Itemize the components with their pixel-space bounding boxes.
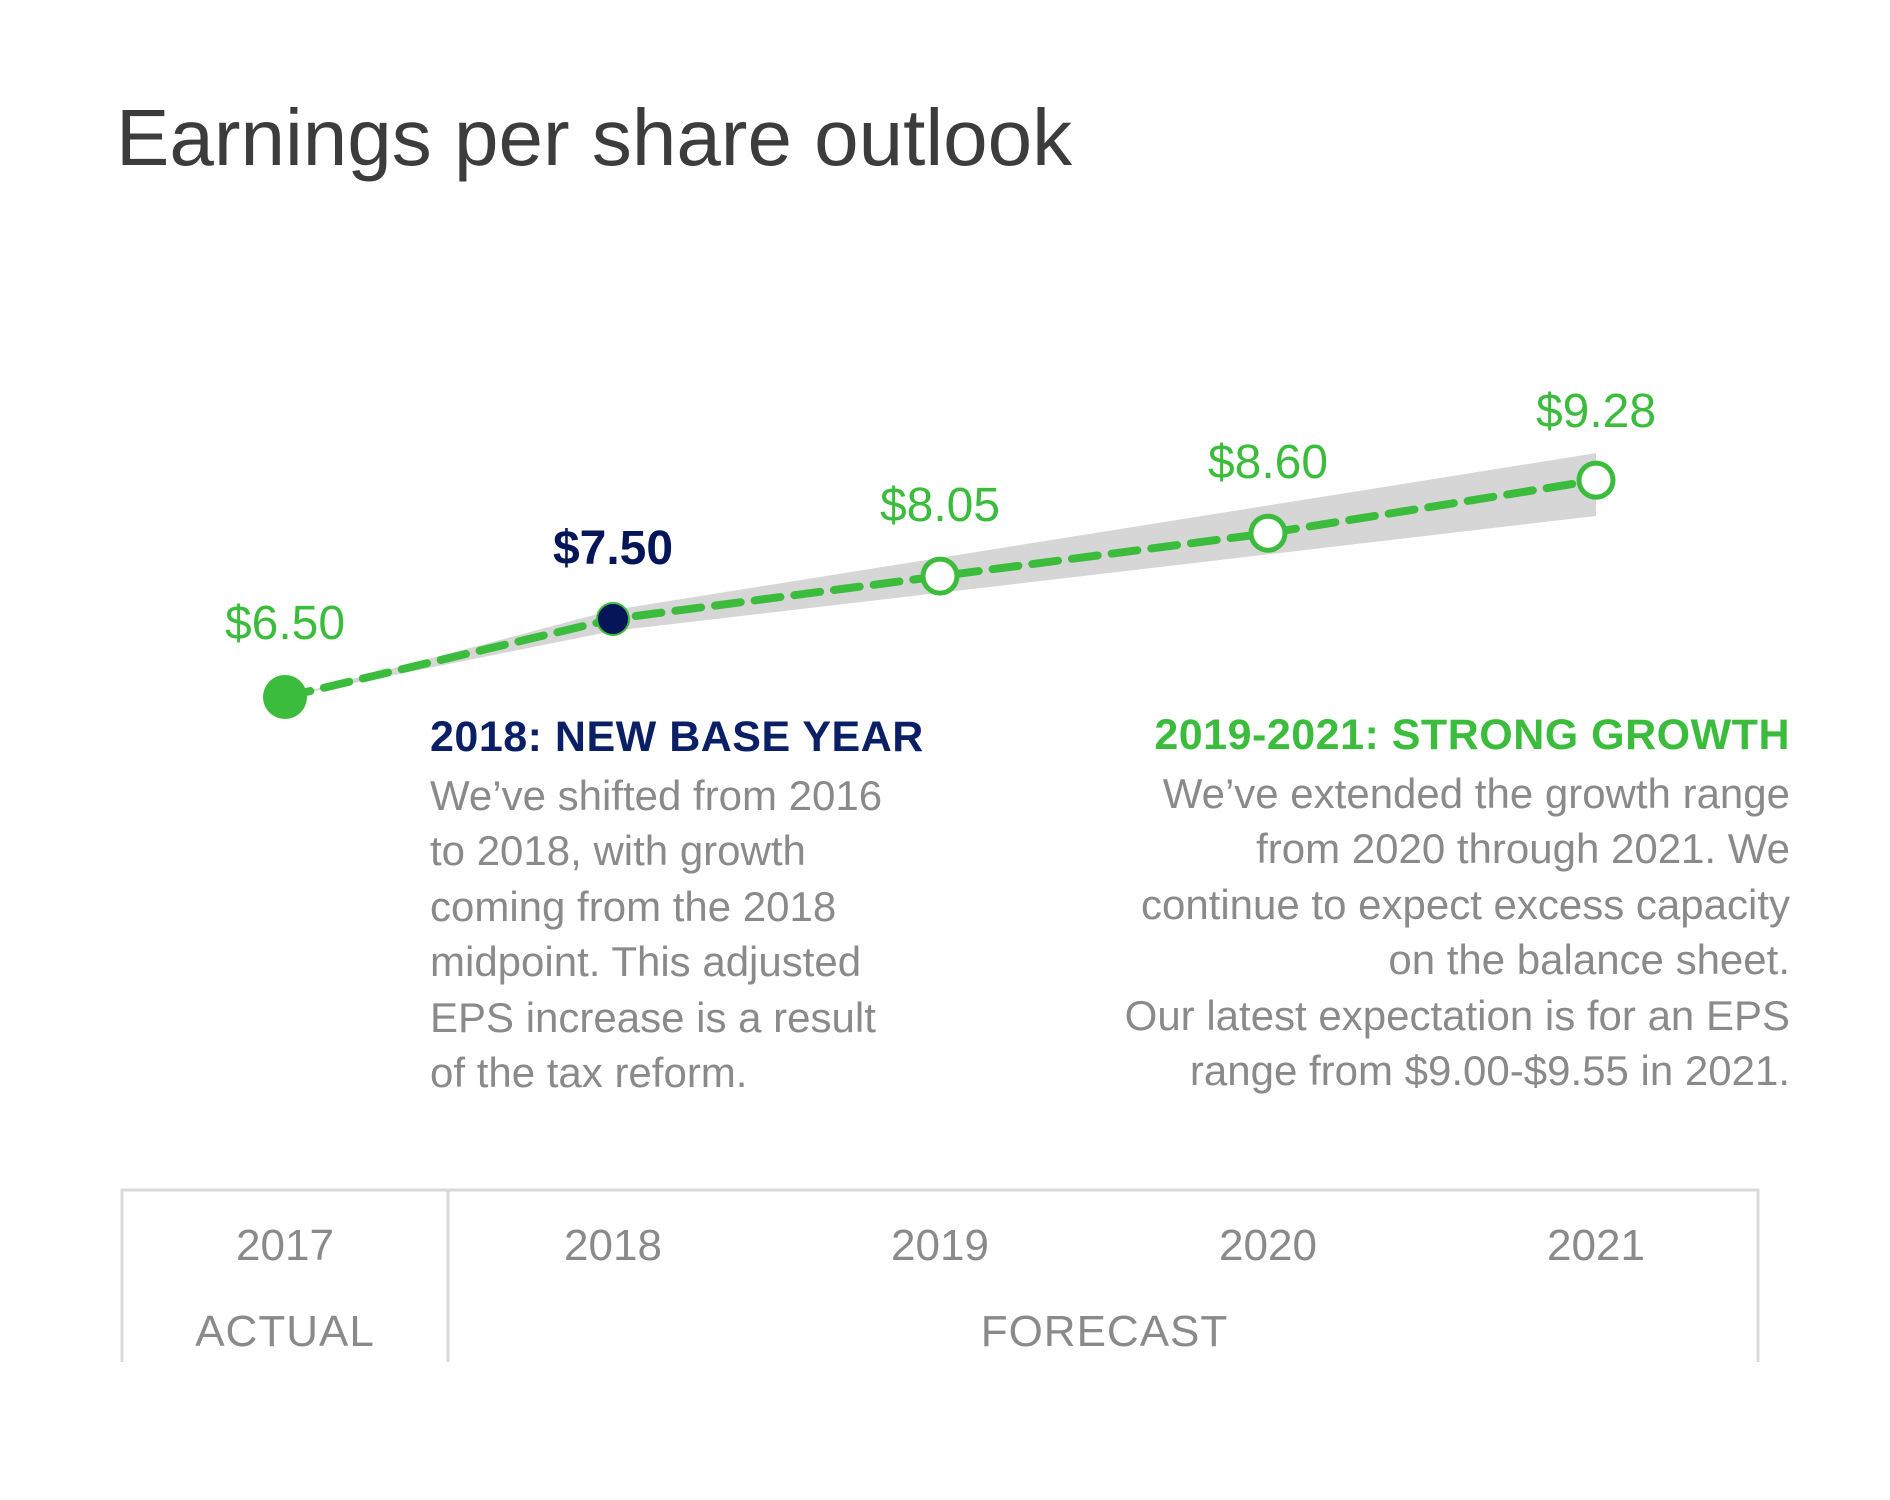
chart-title: Earnings per share outlook [116, 93, 1073, 182]
x-tick-label-2017: 2017 [236, 1221, 334, 1270]
value-label-2021: $9.28 [1536, 385, 1656, 438]
value-label-2018: $7.50 [553, 522, 673, 575]
data-point-2019 [920, 556, 960, 596]
x-tick-label-2019: 2019 [891, 1221, 989, 1270]
period-label-forecast: FORECAST [981, 1307, 1229, 1356]
data-point-2017 [263, 675, 307, 719]
data-point-2018 [596, 602, 630, 636]
value-label-2020: $8.60 [1208, 436, 1328, 489]
x-axis-table: 2017 2018 2019 2020 2021 ACTUAL FORECAST [120, 1188, 1760, 1362]
value-labels-layer: $6.50 $7.50 $8.05 $8.60 $9.28 [225, 385, 1656, 650]
base-year-annotation-body: We’ve shifted from 2016 to 2018, with gr… [430, 771, 883, 1097]
data-points-layer [263, 460, 1616, 719]
axis-table-frame [120, 1188, 1760, 1362]
growth-annotation-body: We’ve extended the growth range from 202… [1124, 769, 1790, 1095]
period-label-actual: ACTUAL [195, 1307, 375, 1356]
growth-annotation: 2019-2021: STRONG GROWTH We’ve extended … [1000, 708, 1790, 1099]
growth-annotation-title: 2019-2021: STRONG GROWTH [1154, 711, 1790, 759]
base-year-annotation-title: 2018: NEW BASE YEAR [430, 713, 924, 761]
x-tick-label-2020: 2020 [1219, 1221, 1317, 1270]
value-label-2019: $8.05 [880, 479, 1000, 532]
value-label-2017: $6.50 [225, 597, 345, 650]
data-point-2020 [1248, 513, 1288, 553]
x-tick-label-2021: 2021 [1547, 1221, 1645, 1270]
data-point-2021 [1576, 460, 1616, 500]
x-tick-label-2018: 2018 [564, 1221, 662, 1270]
base-year-annotation: 2018: NEW BASE YEAR We’ve shifted from 2… [430, 710, 970, 1101]
